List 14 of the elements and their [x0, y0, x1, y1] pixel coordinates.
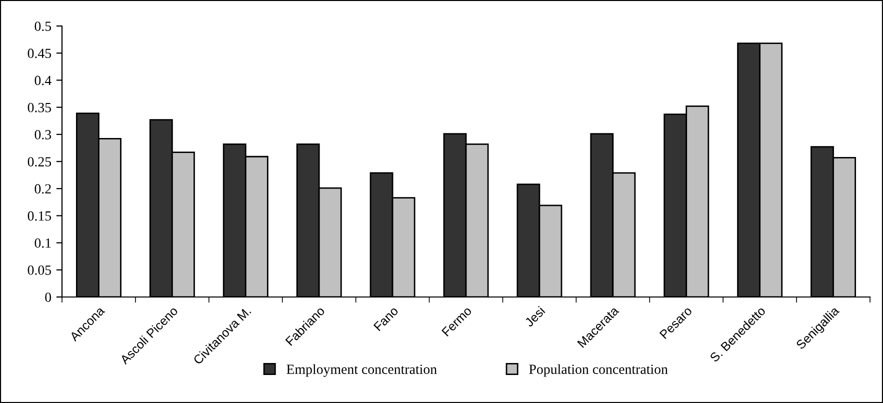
y-tick-label: 0.25: [28, 157, 52, 167]
y-tick-label: 0.5: [34, 22, 52, 32]
legend-label: Population concentration: [529, 364, 668, 377]
x-tick-label: Jesi: [524, 306, 546, 328]
y-tick-label: 0.3: [34, 130, 52, 140]
y-tick-label: 0: [45, 292, 52, 302]
y-tick-label: 0.2: [34, 184, 51, 194]
y-tick-label: 0.05: [28, 265, 52, 275]
legend-label: Employment concentration: [286, 364, 437, 377]
y-tick-label: 0.35: [28, 102, 52, 112]
y-tick-label: 0.15: [28, 211, 52, 221]
y-tick-label: 0.1: [34, 238, 51, 248]
y-tick-label: 0.4: [34, 76, 52, 86]
y-tick-label: 0.45: [28, 48, 52, 58]
